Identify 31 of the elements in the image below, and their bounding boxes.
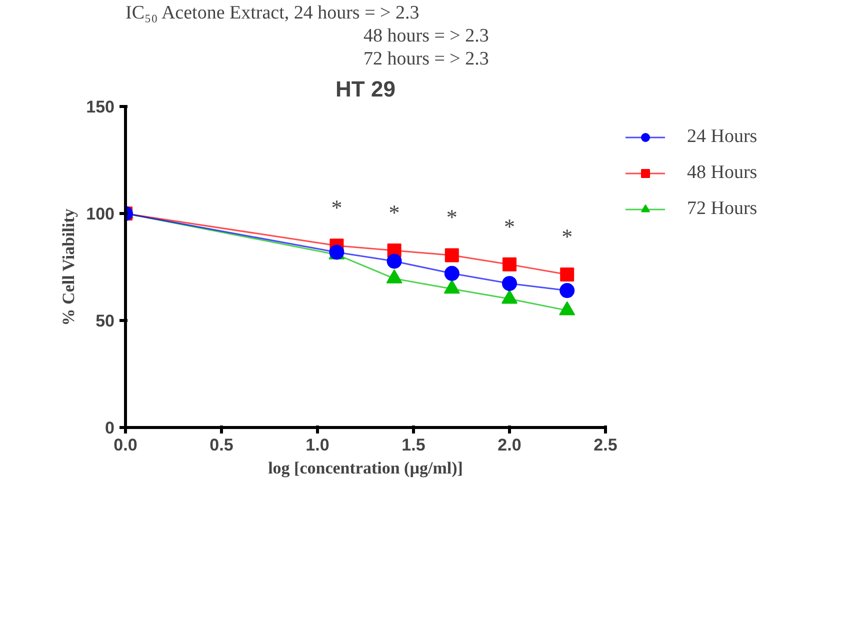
point	[444, 266, 460, 281]
legend-label: 48 Hours	[687, 162, 758, 184]
x-tick-label: 2.0	[498, 436, 522, 454]
legend-label: 24 Hours	[687, 126, 758, 148]
y-tick-label: 50	[96, 312, 115, 330]
point	[560, 283, 575, 298]
y-tick-label: 150	[86, 98, 115, 116]
annotation: *	[446, 204, 458, 230]
annotation: *	[504, 214, 515, 239]
y-tick-label: 0	[105, 418, 115, 438]
x-tick-label: 1.5	[402, 436, 426, 454]
text: IC₅₀ Acetone Extract, 24 hours = > 2.3	[126, 2, 420, 24]
annotation: *	[331, 195, 342, 220]
x-tick-label: 1.0	[306, 436, 330, 454]
text: 48 hours = > 2.3	[364, 26, 489, 46]
text: 72 hours = > 2.3	[364, 48, 489, 70]
chart-title: HT 29	[336, 76, 396, 102]
x-tick-label: 2.5	[594, 436, 618, 454]
x-axis-title: log [concentration (µg/ml)]	[268, 458, 463, 478]
point	[560, 267, 574, 282]
point	[444, 248, 459, 262]
y-axis-title: % Cell Viability	[59, 208, 78, 326]
annotation: *	[562, 224, 573, 249]
legend-label: 72 Hours	[687, 198, 758, 220]
x-tick-label: 0.0	[114, 436, 138, 454]
point	[502, 276, 517, 291]
point	[386, 254, 402, 269]
x-tick-label: 0.5	[210, 436, 234, 454]
annotation: *	[388, 200, 400, 226]
y-tick-label: 100	[86, 204, 115, 224]
point	[502, 257, 516, 272]
